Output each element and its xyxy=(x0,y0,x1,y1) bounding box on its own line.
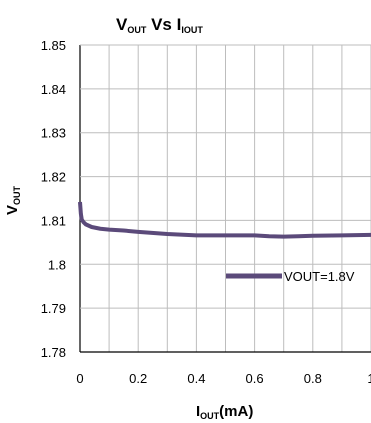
x-axis-label: IOUT(mA) xyxy=(196,403,253,421)
x-tick-label: 0.8 xyxy=(304,371,322,386)
legend: VOUT=1.8V xyxy=(226,269,355,284)
x-tick-labels: 0 0.2 0.4 0.6 0.8 1 xyxy=(76,371,371,386)
y-tick-label: 1.83 xyxy=(41,126,66,141)
y-tick-label: 1.79 xyxy=(41,301,66,316)
y-tick-label: 1.8 xyxy=(48,257,66,272)
x-tick-label: 0 xyxy=(76,371,83,386)
x-tick-label: 1 xyxy=(367,371,371,386)
y-tick-labels: 1.78 1.79 1.8 1.81 1.82 1.83 1.84 1.85 xyxy=(41,38,66,360)
grid xyxy=(79,44,371,353)
y-tick-label: 1.82 xyxy=(41,170,66,185)
chart-title: VOUT Vs IIOUT xyxy=(116,15,203,35)
y-tick-label: 1.84 xyxy=(41,82,66,97)
x-tick-label: 0.2 xyxy=(129,371,147,386)
legend-label: VOUT=1.8V xyxy=(284,269,355,284)
y-tick-label: 1.78 xyxy=(41,345,66,360)
y-tick-label: 1.81 xyxy=(41,213,66,228)
y-tick-label: 1.85 xyxy=(41,38,66,53)
series-layer xyxy=(78,201,371,239)
x-tick-label: 0.4 xyxy=(187,371,205,386)
y-axis-label: VOUT xyxy=(4,185,22,215)
x-tick-label: 0.6 xyxy=(246,371,264,386)
series-line-0 xyxy=(78,201,371,239)
